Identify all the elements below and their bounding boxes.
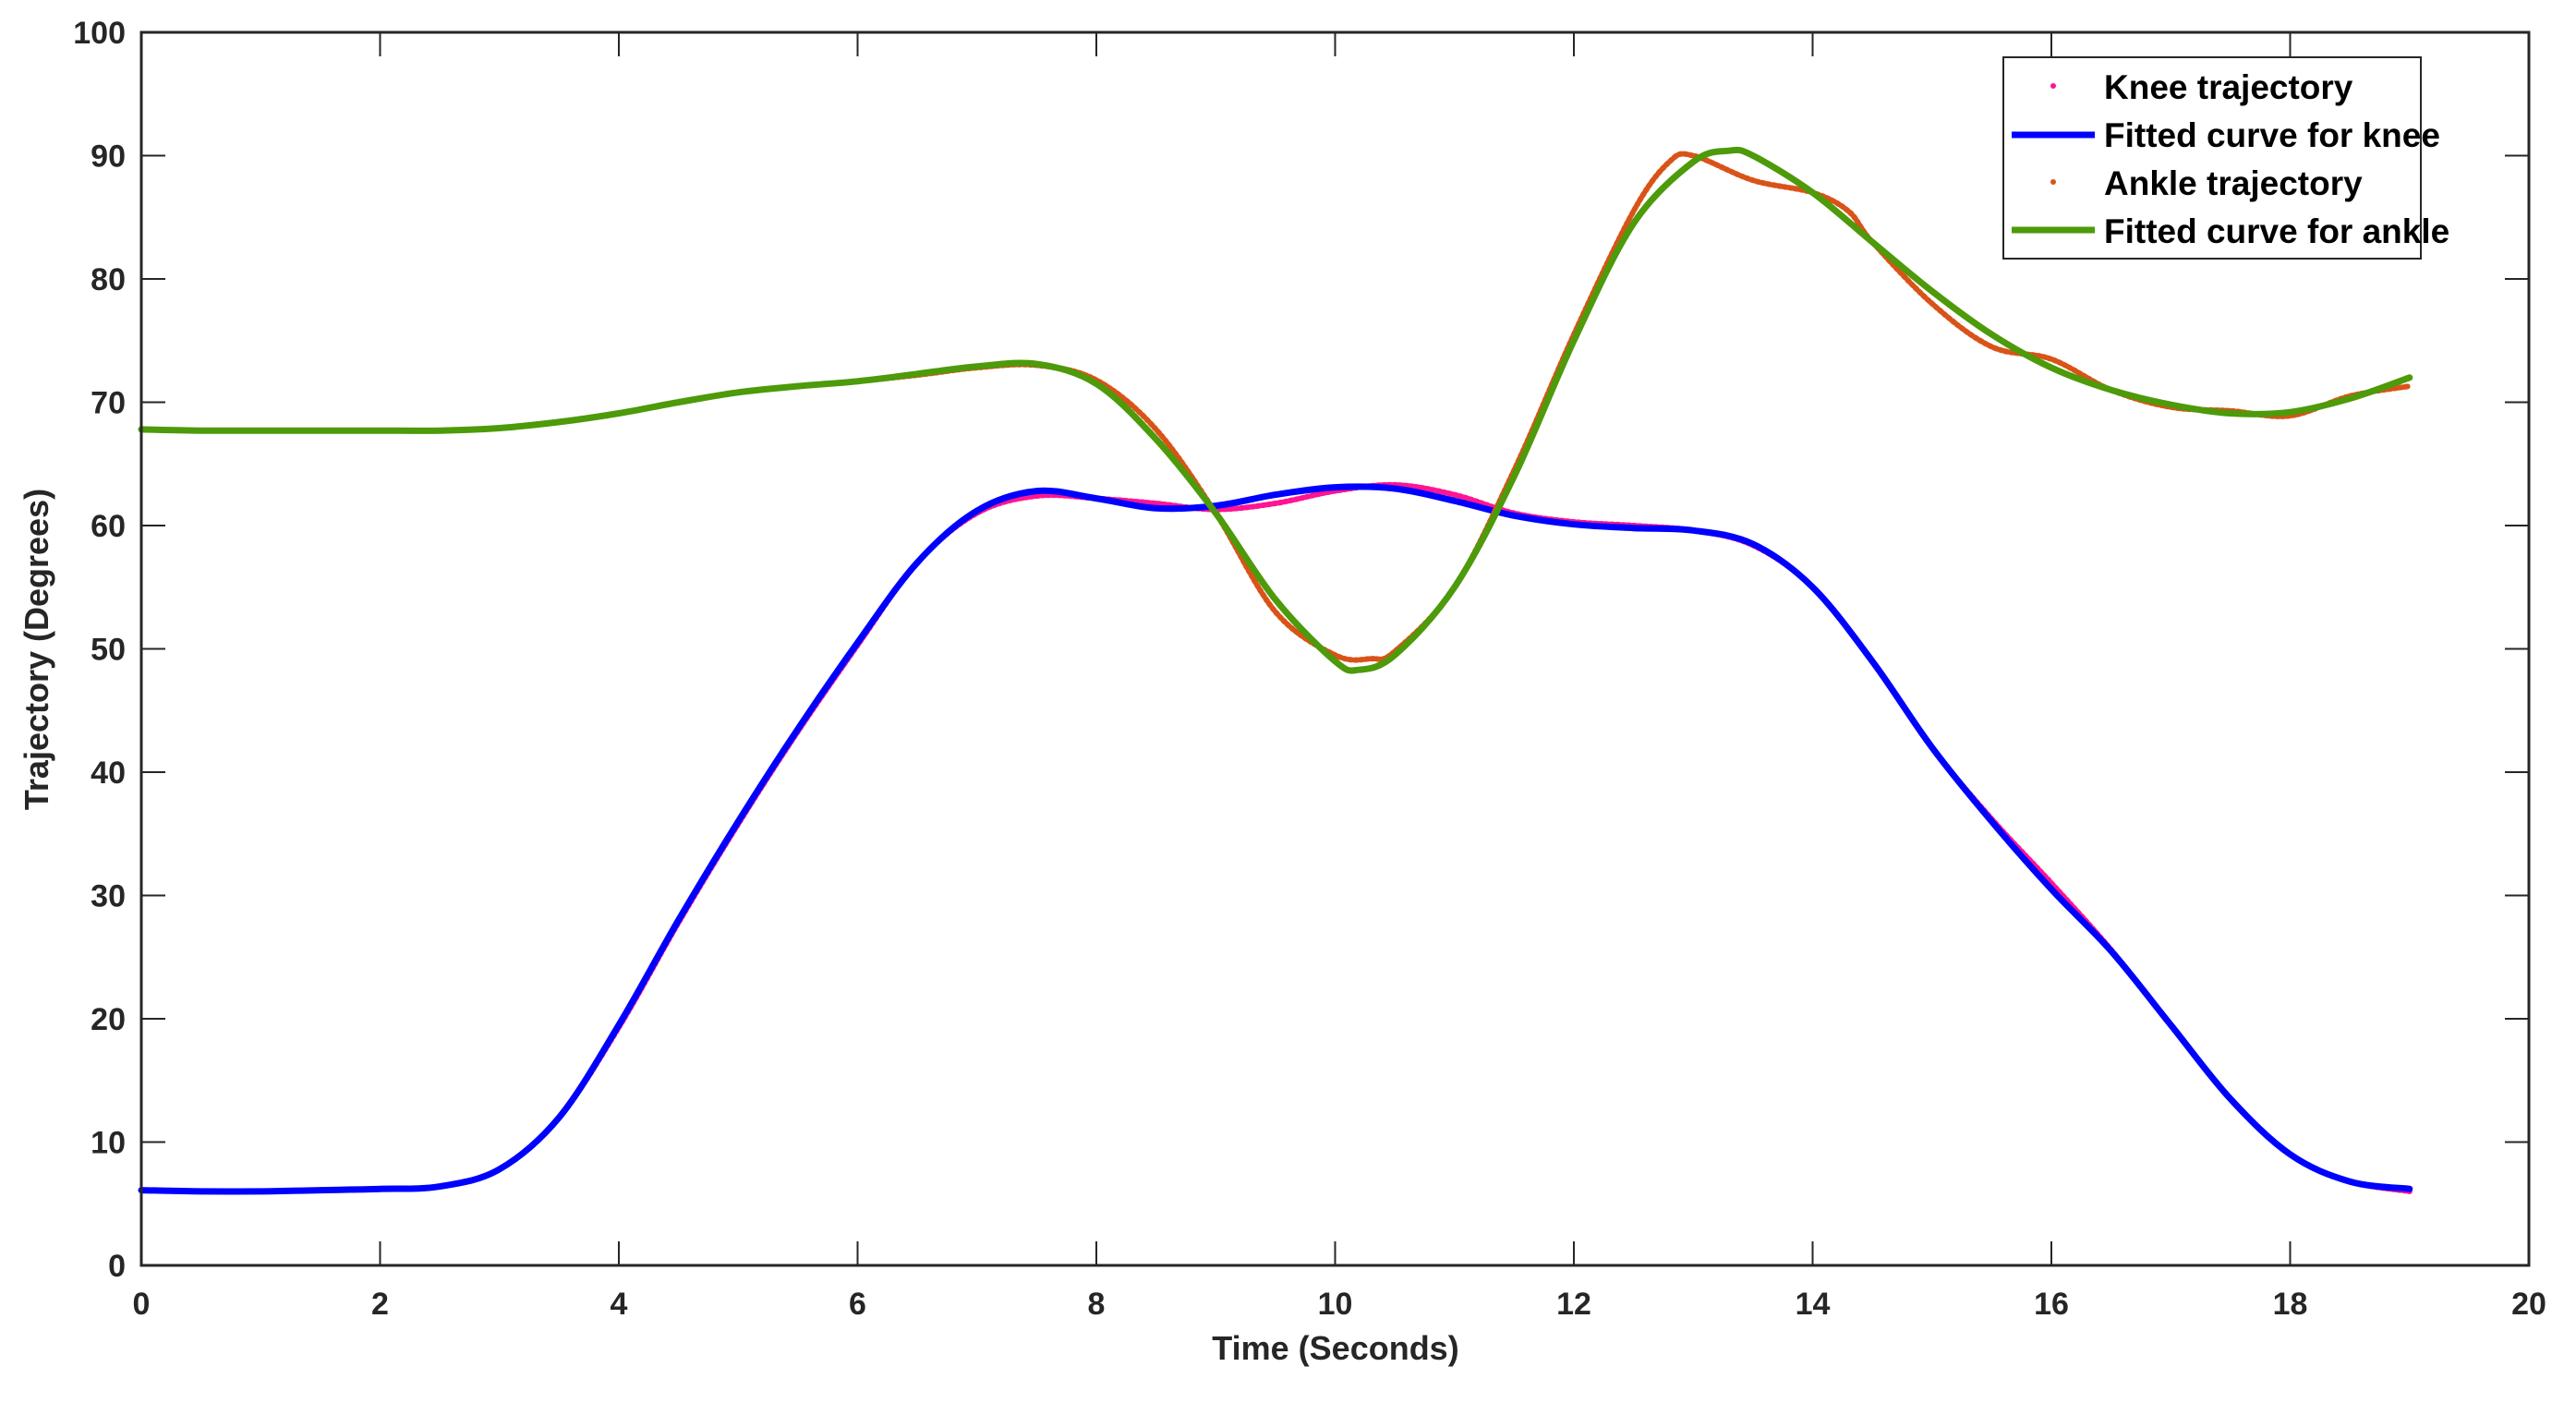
legend-item-fitted-knee: Fitted curve for knee [2012, 116, 2440, 154]
y-tick-label: 30 [91, 879, 126, 914]
legend: Knee trajectory Fitted curve for knee An… [2002, 56, 2449, 260]
x-tick-label: 18 [2273, 1287, 2308, 1322]
y-tick-label: 80 [91, 262, 126, 297]
dot-marker-icon [2050, 179, 2056, 185]
x-tick-label: 6 [849, 1287, 866, 1322]
y-tick-label: 10 [91, 1126, 126, 1161]
y-tick-labels: 0 10 20 30 40 50 60 70 80 90 100 [73, 16, 126, 1284]
y-tick-label: 60 [91, 509, 126, 544]
legend-item-fitted-ankle: Fitted curve for ankle [2012, 212, 2449, 250]
y-tick-label: 70 [91, 386, 126, 421]
dot-marker-icon [2050, 83, 2056, 89]
ticks-layer [140, 31, 2530, 1266]
y-tick-label: 20 [91, 1002, 126, 1037]
y-tick-label: 90 [91, 139, 126, 175]
x-axis-title: Time (Seconds) [1212, 1329, 1458, 1367]
legend-box [2002, 56, 2422, 260]
x-tick-label: 0 [133, 1287, 151, 1322]
y-tick-label: 40 [91, 756, 126, 791]
x-tick-label: 12 [1556, 1287, 1591, 1322]
y-tick-label: 50 [91, 633, 126, 668]
x-tick-labels: 0 2 4 6 8 10 12 14 16 18 20 [133, 1287, 2546, 1322]
legend-label: Fitted curve for knee [2104, 116, 2440, 154]
legend-label: Knee trajectory [2104, 68, 2353, 106]
y-axis-title: Trajectory (Degrees) [18, 489, 55, 810]
x-tick-label: 20 [2511, 1287, 2546, 1322]
fitted-curve-for-ankle-series [138, 146, 2413, 674]
plot-area [138, 30, 2531, 1267]
x-tick-label: 14 [1796, 1287, 1831, 1322]
legend-label: Ankle trajectory [2104, 164, 2363, 202]
x-tick-label: 4 [611, 1287, 628, 1322]
x-tick-label: 10 [1318, 1287, 1353, 1322]
x-tick-label: 16 [2034, 1287, 2069, 1322]
fitted-curve-for-knee-series [138, 483, 2413, 1195]
series-layer [138, 146, 2413, 1195]
y-tick-label: 0 [108, 1249, 126, 1284]
x-tick-label: 8 [1088, 1287, 1106, 1322]
x-tick-label: 2 [371, 1287, 389, 1322]
legend-label: Fitted curve for ankle [2104, 212, 2449, 250]
legend-item-knee-trajectory: Knee trajectory [2050, 68, 2353, 106]
y-tick-label: 100 [73, 16, 126, 51]
legend-item-ankle-trajectory: Ankle trajectory [2050, 164, 2363, 202]
